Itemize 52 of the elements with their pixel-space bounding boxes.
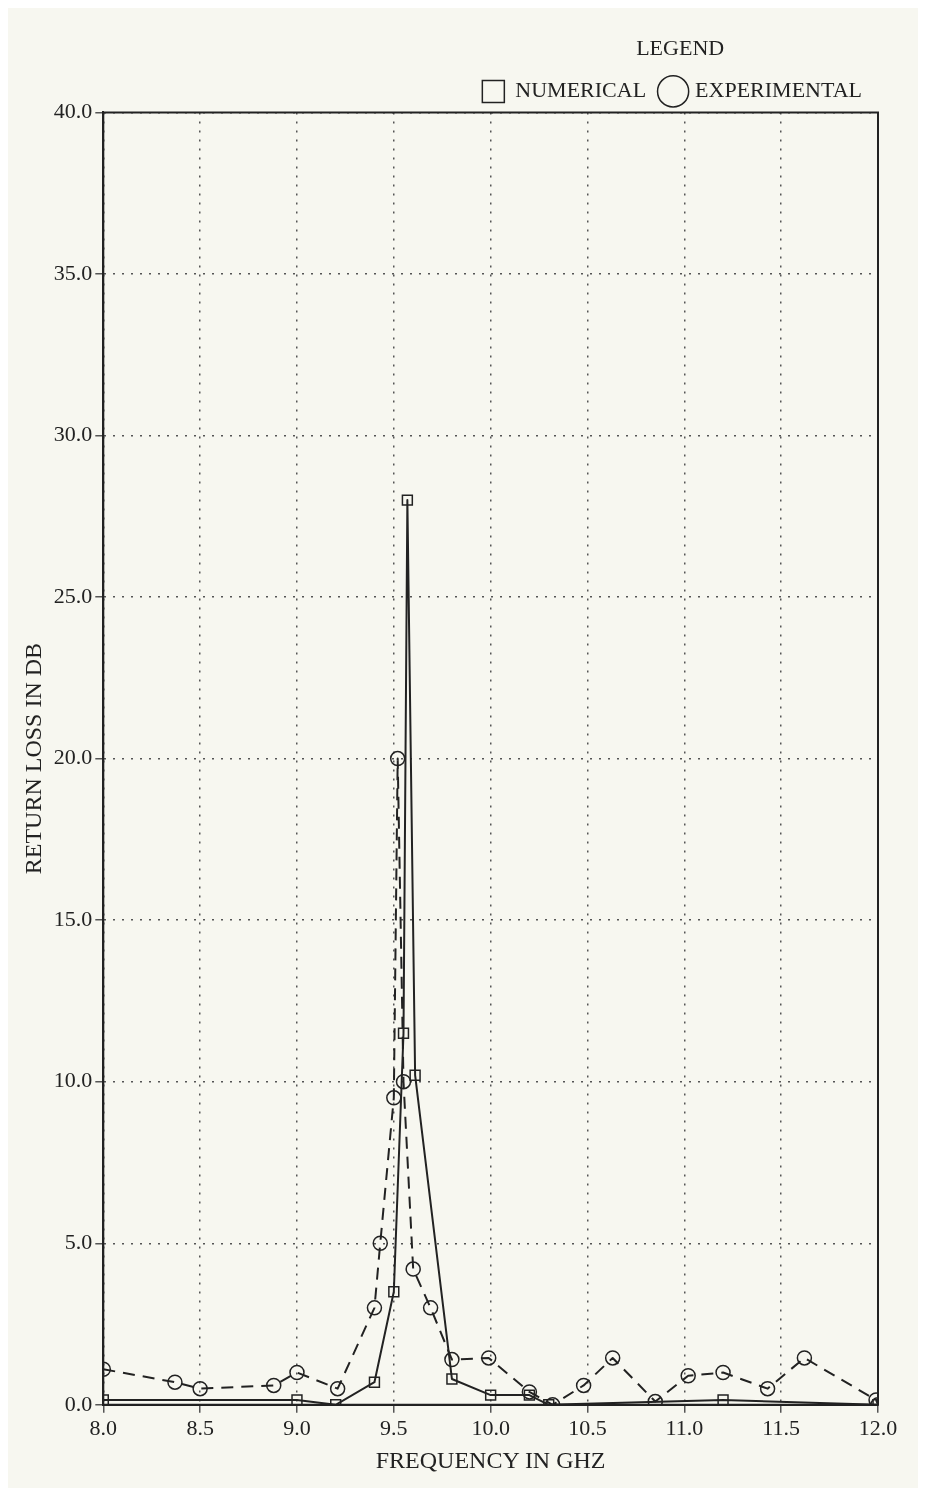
point: [422, 1300, 439, 1316]
y-axis-title: RETURN LOSS IN DB: [19, 642, 46, 875]
point: [796, 1350, 813, 1366]
point: [368, 1376, 381, 1388]
y-tick-label: 20.0: [53, 744, 93, 770]
point: [397, 1027, 410, 1039]
point: [484, 1389, 497, 1401]
point: [604, 1350, 621, 1366]
point: [389, 750, 406, 767]
x-tick-label: 8.5: [186, 1414, 214, 1440]
x-tick-label: 12.0: [858, 1414, 898, 1440]
y-tick-label: 30.0: [53, 421, 93, 447]
point: [192, 1380, 208, 1397]
x-tick-label: 9.5: [380, 1414, 408, 1440]
point: [444, 1351, 460, 1368]
y-tick-label: 35.0: [53, 259, 93, 285]
point: [372, 1235, 389, 1251]
point: [575, 1377, 592, 1394]
point: [523, 1389, 536, 1401]
point: [289, 1364, 305, 1381]
point: [329, 1380, 346, 1397]
point: [480, 1350, 497, 1366]
point: [759, 1380, 776, 1397]
point: [409, 1069, 421, 1081]
x-tick-label: 10.5: [568, 1414, 607, 1440]
point: [386, 1090, 402, 1106]
y-tick-label: 5.0: [64, 1229, 93, 1255]
x-tick-label: 8.0: [89, 1414, 118, 1440]
y-tick-label: 0.0: [64, 1390, 93, 1416]
y-tick-label: 25.0: [53, 582, 93, 608]
legend-label: EXPERIMENTAL: [695, 77, 862, 103]
point: [405, 1261, 421, 1277]
x-tick-label: 11.0: [665, 1414, 704, 1440]
x-tick-label: 9.0: [283, 1414, 311, 1440]
point: [366, 1300, 383, 1316]
legend-title: LEGEND: [636, 34, 725, 60]
x-tick-label: 11.5: [762, 1414, 801, 1440]
legend-label: NUMERICAL: [515, 77, 647, 103]
x-axis-title: FREQUENCY IN GHZ: [375, 1446, 606, 1473]
point: [265, 1377, 282, 1394]
y-tick-label: 10.0: [53, 1067, 93, 1093]
point: [446, 1373, 458, 1385]
point: [395, 1073, 412, 1090]
point: [680, 1367, 696, 1384]
y-tick-label: 15.0: [53, 905, 93, 931]
point: [388, 1286, 400, 1298]
point: [401, 494, 414, 506]
point: [715, 1364, 731, 1381]
y-tick-label: 40.0: [53, 98, 93, 124]
x-tick-label: 10.0: [471, 1414, 510, 1440]
point: [167, 1374, 183, 1390]
point: [521, 1384, 538, 1400]
